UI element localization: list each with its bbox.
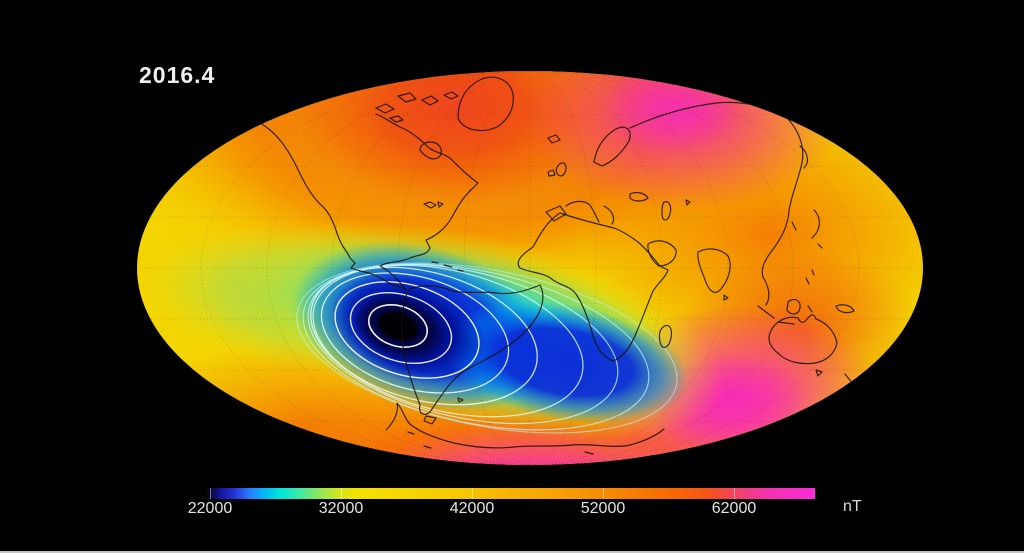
colorbar-gradient <box>207 488 815 499</box>
contour-rings <box>296 262 678 434</box>
colorbar-tick-label-32000: 32000 <box>318 500 364 517</box>
colorbar-tick <box>341 488 342 499</box>
colorbar-tick-label-22000: 22000 <box>187 500 233 517</box>
colorbar-tick-label-42000: 42000 <box>449 500 495 517</box>
bottom-edge-line <box>0 551 1024 553</box>
colorbar-unit-label: nT <box>843 498 862 515</box>
colorbar-tick <box>603 488 604 499</box>
epoch-label: 2016.4 <box>139 62 216 88</box>
colorbar-tick-label-62000: 62000 <box>711 500 757 517</box>
colorbar-tick <box>472 488 473 499</box>
coastlines <box>257 76 859 455</box>
colorbar-tick <box>210 488 211 499</box>
colorbar-tick-label-52000: 52000 <box>580 500 626 517</box>
colorbar-tick <box>734 488 735 499</box>
